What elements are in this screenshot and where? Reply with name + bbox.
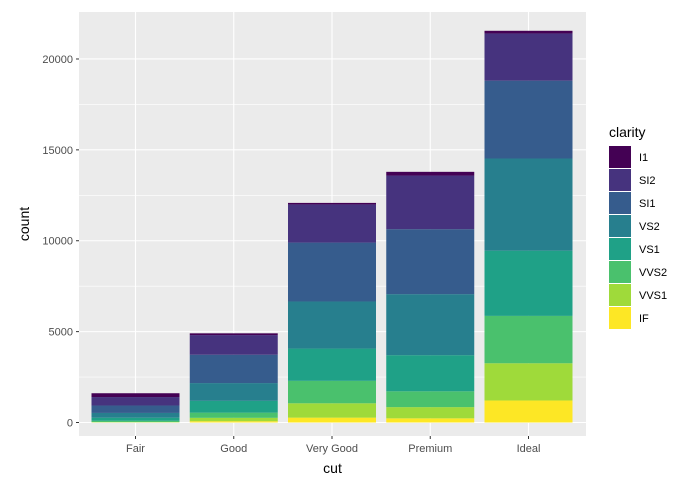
bar-segment-ideal-vs1: [484, 250, 573, 316]
bar-segment-good-vs1: [189, 400, 278, 413]
bar-segment-premium-vvs1: [386, 407, 475, 419]
bar-segment-very-good-vs2: [288, 301, 376, 349]
bar-segment-fair-vs2: [91, 412, 180, 418]
x-axis-title: cut: [323, 460, 342, 476]
legend: clarity I1 SI2 SI1 VS2 VS1 VVS2 VVS1 IF: [609, 124, 667, 329]
bar-segment-good-vvs2: [189, 412, 278, 418]
legend-key-vvs2: [609, 261, 631, 283]
bar-segment-good-vvs1: [189, 417, 278, 422]
legend-key-vs2: [609, 215, 631, 237]
legend-key-i1: [609, 146, 631, 168]
bar-segment-premium-si1: [386, 229, 475, 295]
bar-segment-good-vs2: [189, 383, 278, 401]
bar-segment-premium-vs1: [386, 355, 475, 392]
legend-label-i1: I1: [639, 152, 648, 164]
bar-segment-very-good-si1: [288, 242, 376, 302]
bar-segment-ideal-vvs2: [484, 315, 573, 364]
x-axis: Fair Good Very Good Premium Ideal: [126, 436, 540, 455]
bar-segment-premium-si2: [386, 175, 475, 230]
legend-key-vs1: [609, 238, 631, 260]
bar-segment-ideal-si2: [484, 33, 573, 81]
y-tick-label: 15000: [42, 145, 73, 157]
bar-segment-premium-vs2: [386, 294, 475, 356]
bar-segment-very-good-i1: [288, 202, 376, 205]
legend-title: clarity: [609, 124, 646, 140]
bar-segment-very-good-vs1: [288, 348, 376, 381]
bar-segment-fair-i1: [91, 393, 180, 398]
bar-segment-good-i1: [189, 333, 278, 336]
legend-label-si2: SI2: [639, 175, 656, 187]
bar-segment-premium-i1: [386, 171, 475, 176]
legend-label-vvs2: VVS2: [639, 267, 667, 279]
bar-segment-ideal-vvs1: [484, 363, 573, 401]
bar-segment-good-if: [189, 421, 278, 423]
bar-segment-very-good-vvs2: [288, 380, 376, 404]
legend-label-si1: SI1: [639, 198, 656, 210]
bar-segment-ideal-vs2: [484, 158, 573, 251]
x-tick-label: Ideal: [517, 443, 541, 455]
y-tick-label: 0: [67, 418, 73, 430]
x-tick-label: Very Good: [306, 443, 358, 455]
x-tick-label: Fair: [126, 443, 145, 455]
bar-segment-premium-vvs2: [386, 391, 475, 408]
bar-segment-good-si1: [189, 354, 278, 384]
bar-segment-ideal-if: [484, 400, 573, 423]
bar-segment-very-good-si2: [288, 204, 376, 243]
y-axis: 0 5000 10000 15000 20000: [42, 54, 79, 430]
x-tick-label: Premium: [408, 443, 452, 455]
bars: [91, 30, 573, 423]
bar-segment-good-si2: [189, 335, 278, 355]
legend-label-vs2: VS2: [639, 221, 660, 233]
legend-label-if: IF: [639, 313, 649, 325]
legend-key-si1: [609, 192, 631, 214]
bar-segment-premium-if: [386, 418, 475, 423]
legend-key-si2: [609, 169, 631, 191]
legend-label-vs1: VS1: [639, 244, 660, 256]
bar-segment-fair-vs1: [91, 417, 180, 421]
bar-segment-fair-vvs2: [91, 420, 180, 423]
bar-segment-very-good-if: [288, 417, 376, 423]
y-tick-label: 5000: [49, 327, 73, 339]
bar-segment-ideal-si1: [484, 80, 573, 159]
y-axis-title: count: [16, 207, 32, 241]
bar-segment-very-good-vvs1: [288, 403, 376, 418]
y-tick-label: 10000: [42, 236, 73, 248]
bar-segment-fair-si2: [91, 397, 180, 406]
legend-key-if: [609, 307, 631, 329]
bar-segment-ideal-i1: [484, 30, 573, 34]
x-tick-label: Good: [220, 443, 247, 455]
legend-label-vvs1: VVS1: [639, 290, 667, 302]
bar-segment-fair-si1: [91, 405, 180, 413]
legend-key-vvs1: [609, 284, 631, 306]
y-tick-label: 20000: [42, 54, 73, 66]
